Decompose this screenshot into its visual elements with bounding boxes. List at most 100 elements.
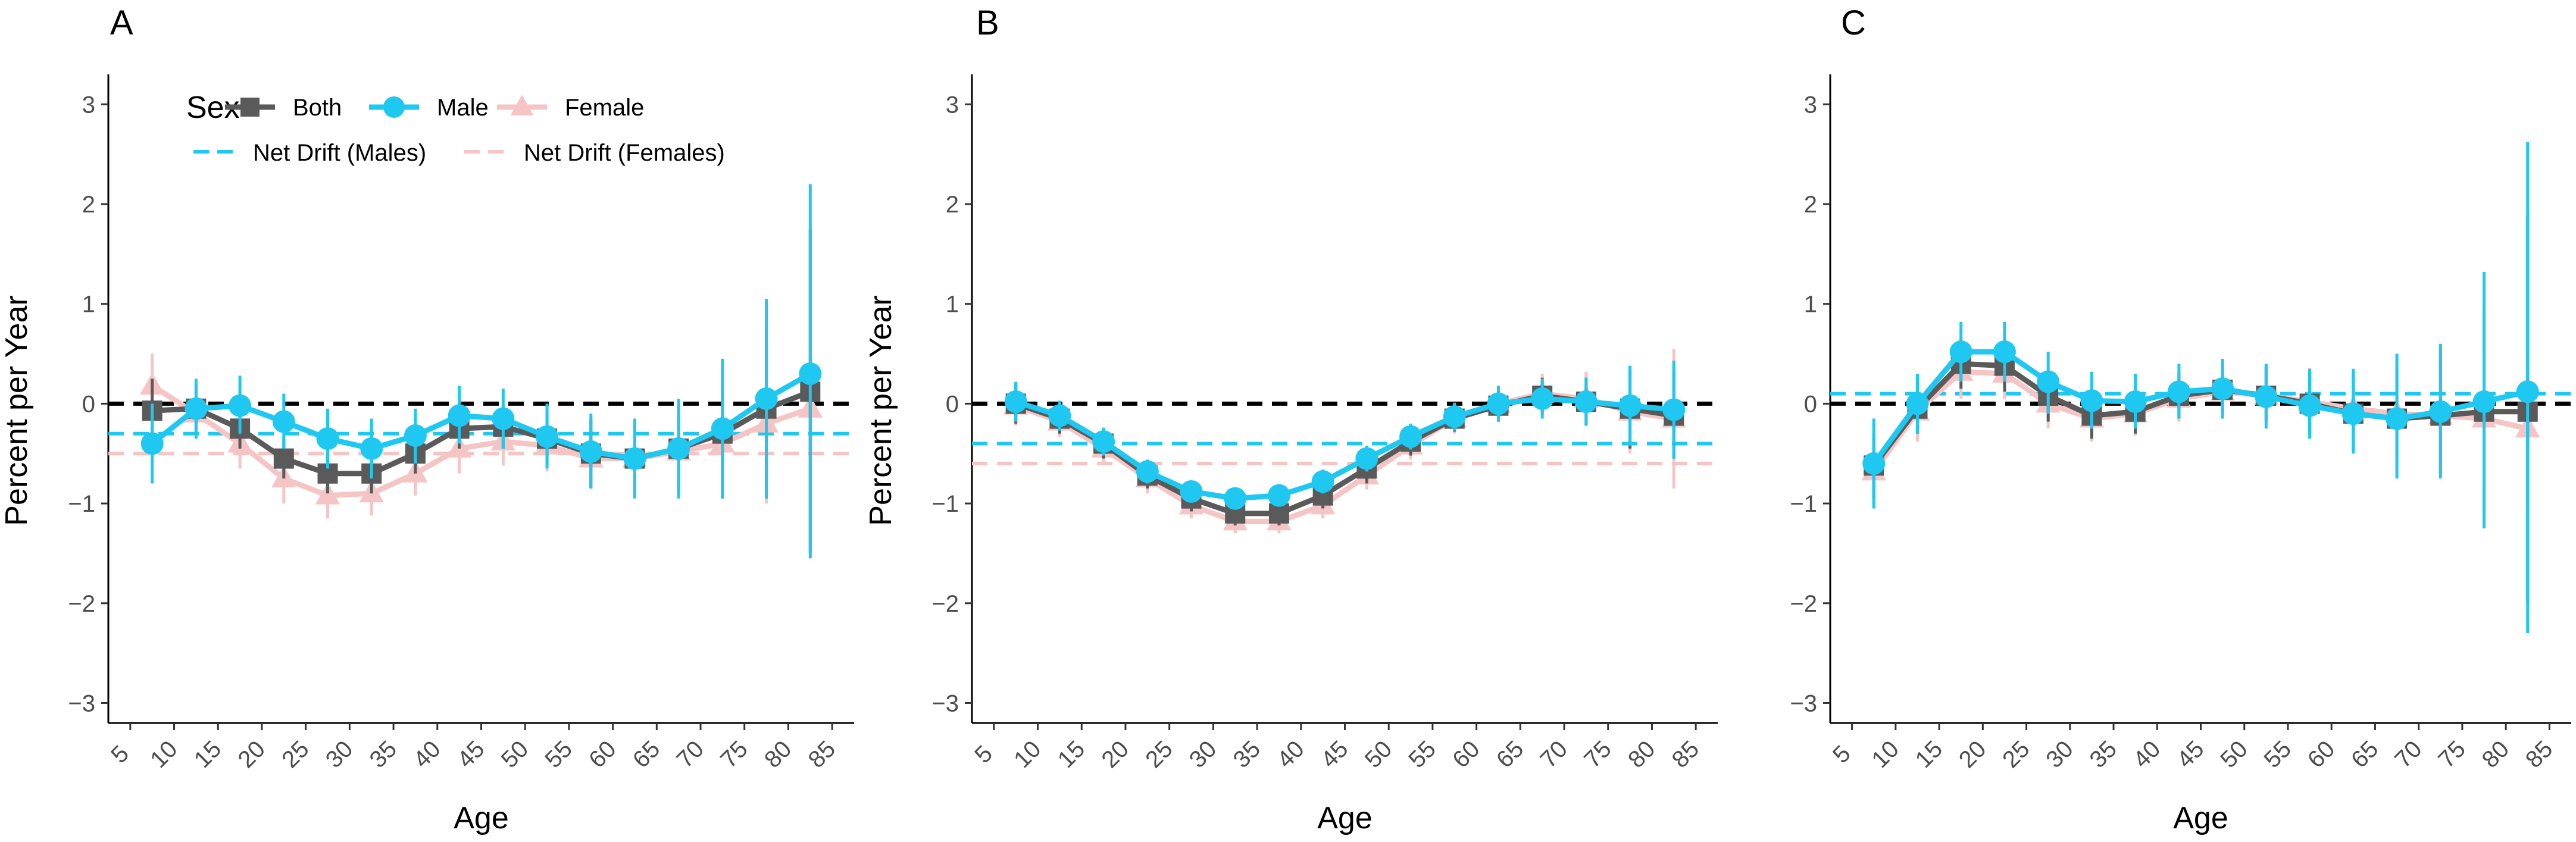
- x-tick-label: 75: [1579, 736, 1617, 774]
- data-point-circle: [1862, 452, 1886, 475]
- data-point-circle: [1092, 430, 1115, 453]
- panel-letter: C: [1841, 4, 1866, 42]
- y-tick-label: 0: [1804, 391, 1817, 417]
- x-tick-label: 60: [2303, 736, 2340, 774]
- y-tick-label: 0: [946, 391, 959, 417]
- x-axis-title: Age: [454, 801, 509, 835]
- data-point-circle: [2124, 390, 2147, 414]
- series-line: [1015, 391, 1675, 524]
- y-tick-label: 2: [946, 192, 959, 218]
- x-tick-label: 85: [2521, 736, 2558, 774]
- legend-label: Net Drift (Males): [253, 140, 426, 166]
- y-tick-label: −2: [1790, 591, 1817, 617]
- data-point-circle: [667, 437, 690, 460]
- y-tick-label: 0: [82, 391, 95, 417]
- x-tick-label: 15: [1053, 736, 1090, 774]
- y-tick-label: −1: [931, 491, 959, 517]
- x-tick-label: 80: [2477, 736, 2515, 774]
- legend-label: Net Drift (Females): [524, 140, 725, 166]
- data-point-circle: [1004, 390, 1027, 414]
- data-point-circle: [2080, 389, 2103, 412]
- x-tick-label: 35: [2085, 736, 2122, 774]
- x-tick-label: 10: [1009, 736, 1046, 774]
- legend-key-circle: [383, 96, 405, 118]
- data-point-circle: [711, 417, 734, 440]
- x-tick-label: 20: [233, 736, 270, 774]
- data-point-circle: [492, 407, 515, 430]
- data-point-square: [273, 448, 294, 469]
- data-point-circle: [1180, 480, 1203, 503]
- data-point-circle: [2037, 370, 2060, 393]
- y-tick-label: 2: [1804, 192, 1817, 218]
- data-point-circle: [448, 404, 471, 427]
- data-point-circle: [2255, 385, 2278, 408]
- x-tick-label: 40: [2128, 736, 2166, 774]
- series-both: [142, 229, 821, 553]
- x-tick-label: 70: [2390, 736, 2427, 774]
- data-point-circle: [1443, 405, 1466, 428]
- x-tick-label: 25: [1140, 736, 1178, 774]
- legend-key-square: [240, 98, 260, 117]
- series-male: [140, 184, 822, 559]
- y-tick-label: −2: [931, 591, 959, 617]
- legend-key-triangle: [510, 95, 534, 116]
- y-tick-label: 1: [1804, 292, 1817, 318]
- series-line: [1871, 349, 2528, 465]
- series-line: [1015, 396, 1674, 502]
- data-point-circle: [2341, 402, 2365, 425]
- data-point-circle: [360, 437, 383, 460]
- data-point-circle: [404, 424, 427, 447]
- series-male: [1862, 142, 2539, 634]
- y-tick-label: 3: [946, 92, 959, 118]
- x-tick-label: 30: [2041, 736, 2078, 774]
- x-tick-label: 25: [1997, 736, 2035, 774]
- data-point-circle: [1224, 487, 1247, 510]
- data-point-circle: [1531, 387, 1554, 410]
- data-point-circle: [1355, 447, 1378, 470]
- x-axis-title: Age: [1317, 801, 1373, 835]
- data-point-circle: [536, 425, 559, 448]
- y-tick-label: −3: [68, 690, 95, 716]
- data-point-circle: [272, 410, 295, 433]
- x-tick-label: 50: [1360, 736, 1398, 774]
- data-point-circle: [1136, 460, 1159, 483]
- x-tick-label: 55: [540, 736, 577, 774]
- x-tick-label: 80: [1623, 736, 1661, 774]
- legend-label: Female: [565, 95, 644, 121]
- x-tick-label: 45: [1316, 736, 1353, 774]
- y-axis-title: Percent per Year: [864, 295, 898, 525]
- x-tick-label: 85: [804, 736, 841, 774]
- data-point-circle: [2516, 380, 2539, 403]
- y-axis-title: Percent per Year: [0, 295, 34, 525]
- x-tick-label: 45: [2172, 736, 2209, 774]
- data-point-circle: [1906, 392, 1929, 415]
- data-point-circle: [1662, 398, 1686, 421]
- series-line: [150, 371, 812, 462]
- x-tick-label: 35: [365, 736, 402, 774]
- x-tick-label: 50: [2215, 736, 2253, 774]
- x-tick-label: 20: [1954, 736, 1992, 774]
- data-point-circle: [2167, 380, 2190, 403]
- data-point-circle: [1487, 392, 1510, 415]
- y-tick-label: −3: [931, 690, 959, 716]
- y-tick-label: 3: [82, 92, 95, 118]
- x-tick-label: 60: [584, 736, 621, 774]
- series-male: [1004, 361, 1686, 510]
- data-point-circle: [1399, 425, 1423, 448]
- x-tick-label: 5: [1828, 740, 1856, 768]
- legend-label: Both: [293, 95, 342, 121]
- series-line: [151, 383, 811, 499]
- data-point-circle: [2386, 407, 2409, 430]
- x-tick-label: 40: [1272, 736, 1309, 774]
- y-tick-label: 1: [82, 292, 95, 318]
- series-line: [1015, 393, 1675, 517]
- data-point-circle: [316, 427, 339, 450]
- x-tick-label: 75: [2433, 736, 2471, 774]
- x-tick-label: 70: [1536, 736, 1573, 774]
- x-tick-label: 25: [277, 736, 314, 774]
- data-point-circle: [1618, 394, 1642, 417]
- x-tick-label: 35: [1228, 736, 1266, 774]
